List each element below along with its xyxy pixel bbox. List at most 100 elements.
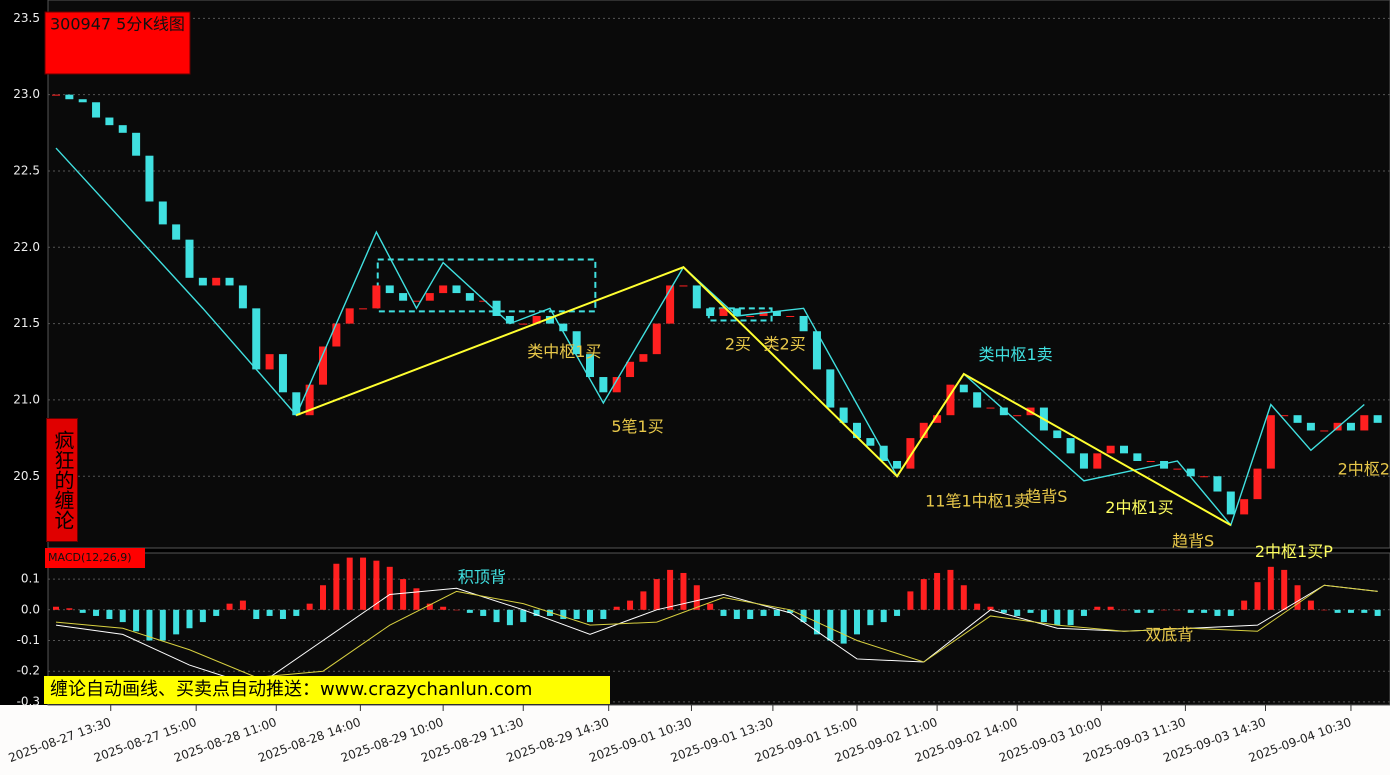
macd-bar [1027,609,1034,613]
macd-bar [894,609,901,616]
y-tick-label: -0.3 [17,694,40,708]
macd-bar [386,566,393,610]
macd-bar [480,609,487,616]
candle [1053,430,1062,439]
candle [706,308,715,316]
macd-bar [346,557,353,610]
candle [172,224,181,240]
macd-bar [333,563,340,610]
macd-bar [573,609,580,620]
macd-bar [627,600,634,610]
candle [719,308,728,316]
candle [52,94,60,96]
candle [1160,460,1169,469]
macd-bar [1000,609,1007,613]
macd-bar [1294,585,1301,610]
macd-bar [773,609,780,616]
macd-bar [1067,609,1074,626]
macd-bar [974,603,981,610]
candle [666,285,675,324]
candle [599,377,608,393]
y-tick-label: 21.0 [13,392,40,406]
macd-bar [1254,582,1261,610]
macd-bar [987,606,994,610]
macd-bar [1307,600,1314,610]
y-tick-label: 0.0 [21,602,40,616]
macd-bar [1361,609,1368,613]
macd-bar [546,609,553,616]
macd-bar [279,609,286,620]
candle [198,277,207,286]
side-label: 疯狂的缠论 [46,418,78,542]
macd-bar [1094,606,1101,610]
macd-bar [840,609,847,644]
macd-bar [947,569,954,610]
macd-bar [93,609,100,616]
candle [465,293,474,301]
candle [278,354,287,393]
macd-bar [253,609,260,620]
y-tick-label: 21.5 [13,316,40,330]
candle [679,285,688,287]
y-tick-label: 23.5 [13,11,40,25]
candle [866,438,875,446]
macd-line [55,584,1378,678]
macd-bar [667,569,674,610]
macd-bar [1187,609,1194,613]
candle [412,300,421,302]
candle [652,323,661,355]
macd-bar [53,606,59,610]
macd-bar [440,606,447,610]
macd-bar [1334,609,1341,613]
candle [772,311,781,316]
macd-bar [1174,609,1181,611]
macd-bar [1281,569,1288,610]
macd-bar [239,600,246,610]
candle [692,285,701,309]
candle [812,331,821,370]
macd-bar [413,588,420,610]
candle [759,311,768,316]
annotation: 类中枢1卖 [978,345,1052,364]
candle [639,354,648,362]
candle [1306,422,1315,431]
macd-bar [453,609,460,611]
candle [1066,438,1075,454]
y-tick-label: -0.1 [17,633,40,647]
macd-bar [360,557,367,610]
candle [959,384,968,393]
macd-bar [1161,609,1168,611]
candle [933,415,942,423]
candle [1013,415,1022,417]
macd-bar [907,591,914,610]
annotation: 趋背S [1025,487,1067,506]
banner: 缠论自动画线、买卖点自动推送：www.crazychanlun.com [50,679,532,700]
macd-bar [266,609,273,616]
macd-bar [186,609,193,629]
macd-title: MACD(12,26,9) [48,551,132,564]
annotation: 2中枢1买 [1105,498,1173,517]
annotation: 2买 [725,334,751,353]
candle [1186,468,1195,477]
candle [986,407,995,409]
macd-bar [640,591,647,610]
macd-bar [1374,609,1381,616]
annotation: 积顶背 [458,568,506,587]
candle [1346,422,1355,431]
macd-bar [79,609,86,613]
candle [1266,415,1275,469]
candle [305,384,314,416]
candle [545,315,554,324]
candle [319,346,327,385]
macd-bar [1014,609,1021,616]
candle [1213,476,1222,492]
macd-bar [1121,609,1127,611]
y-tick-label: 22.5 [13,163,40,177]
macd-bar [293,609,300,616]
candle [586,354,594,378]
candle [92,102,101,118]
candle [906,438,915,469]
macd-bar [66,608,73,610]
title-box [44,11,191,75]
banner-box [44,676,610,704]
